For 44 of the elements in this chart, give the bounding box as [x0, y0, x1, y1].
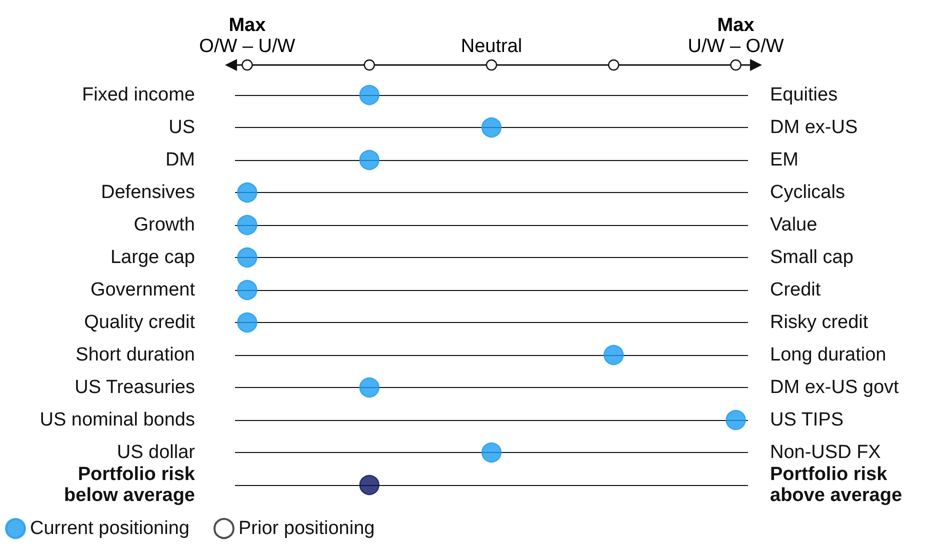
text: Max U/W – O/W [688, 15, 784, 57]
y-tick-label: Government [90, 280, 196, 300]
point [237, 312, 258, 333]
point [237, 280, 258, 300]
y2-tick-label: Credit [770, 280, 822, 300]
text: Neutral [460, 36, 522, 57]
y2-tick-label: Value [770, 214, 818, 236]
y2-tick-label: Cyclicals [770, 182, 845, 203]
y2-tick-label: Portfolio risk above average [770, 464, 902, 506]
y-tick-label: US dollar [116, 442, 196, 463]
y-tick-label: Fixed income [82, 84, 195, 106]
point [481, 442, 502, 463]
point [237, 182, 258, 203]
point [237, 247, 258, 268]
point [359, 474, 380, 496]
y2-tick-label: US TIPS [770, 410, 844, 430]
legend-label: Current positioning [30, 518, 190, 539]
y-tick-label: Portfolio risk below average [64, 464, 196, 506]
point [604, 344, 624, 366]
y2-tick-label: Non-USD FX [770, 442, 882, 463]
y2-tick-label: DM ex-US govt [770, 377, 900, 398]
point [359, 84, 380, 106]
legend-label: Prior positioning [238, 518, 375, 539]
y2-tick-label: EM [770, 150, 798, 170]
y-tick-label: Large cap [110, 247, 195, 268]
point [237, 214, 258, 236]
point [726, 410, 746, 430]
y-tick-label: Quality credit [84, 312, 196, 333]
y-tick-label: Short duration [76, 344, 195, 366]
y-tick-label: US nominal bonds [40, 410, 195, 430]
point [359, 150, 380, 170]
y2-tick-label: Small cap [770, 247, 854, 268]
y-tick-label: Growth [134, 214, 195, 236]
point [359, 377, 380, 398]
y2-tick-label: Long duration [770, 344, 886, 366]
y-tick-label: US Treasuries [74, 377, 195, 398]
y2-tick-label: DM ex-US [770, 117, 858, 138]
y-tick-label: DM [165, 150, 195, 170]
text: Max O/W – U/W [199, 15, 296, 57]
y-tick-label: US [168, 117, 195, 138]
y-tick-label: Defensives [101, 182, 195, 203]
point [481, 117, 502, 138]
y2-tick-label: Risky credit [770, 312, 869, 333]
y2-tick-label: Equities [770, 84, 838, 106]
